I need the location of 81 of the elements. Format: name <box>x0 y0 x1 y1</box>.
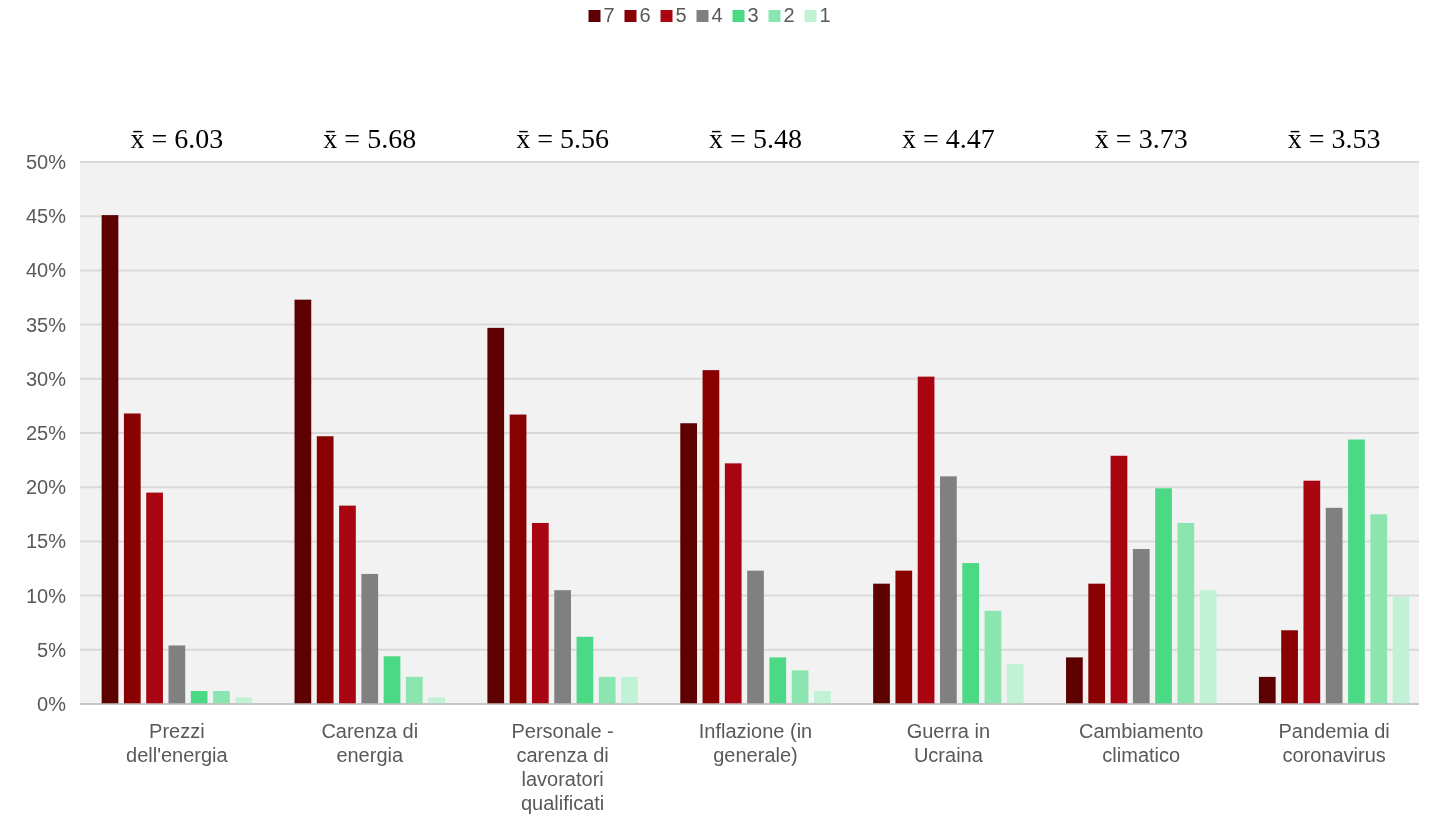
text: x̄ = 4.47 <box>901 123 995 154</box>
bar <box>1006 663 1024 704</box>
y-tick-label: 15% <box>25 530 67 553</box>
text: x̄ = 5.56 <box>516 123 610 154</box>
bar <box>962 563 980 704</box>
bar <box>873 583 890 704</box>
bar <box>213 690 230 704</box>
legend-label: 4 <box>711 4 723 26</box>
bar <box>1258 676 1276 704</box>
y-tick-label: 35% <box>25 313 67 336</box>
bar <box>1199 590 1217 704</box>
x-tick-label: Inflazione (in generale) <box>698 720 813 766</box>
text: x̄ = 3.53 <box>1287 123 1381 154</box>
y-tick-label: 50% <box>25 151 67 173</box>
bar <box>1155 488 1172 704</box>
bar <box>531 522 549 704</box>
bar <box>1066 657 1083 704</box>
x-tick-label: Prezzi dell'energia <box>126 720 229 766</box>
legend-label: 1 <box>819 4 831 26</box>
bar <box>428 697 445 704</box>
bar <box>235 697 253 704</box>
legend-label: 5 <box>675 4 687 26</box>
bar <box>680 423 697 704</box>
bar <box>598 676 616 704</box>
text: x̄ = 5.68 <box>323 123 417 154</box>
bar <box>917 376 935 704</box>
bar <box>724 463 742 704</box>
bar <box>1110 455 1128 704</box>
bar <box>123 413 141 704</box>
y-tick-label: 0% <box>37 693 67 715</box>
bar <box>316 436 334 704</box>
y-tick-label: 20% <box>25 476 67 499</box>
bar <box>1281 630 1298 704</box>
bar <box>101 215 119 704</box>
bar <box>1370 514 1388 704</box>
bar <box>576 636 594 704</box>
bar <box>146 492 163 704</box>
bar <box>1303 480 1321 704</box>
y-tick-label: 10% <box>25 584 67 607</box>
bar <box>1392 596 1410 704</box>
bar <box>168 645 186 704</box>
legend-label: 3 <box>747 4 759 26</box>
text: x̄ = 3.73 <box>1094 123 1188 154</box>
bar <box>747 570 764 704</box>
bar <box>1132 548 1150 704</box>
x-tick-label: Personale - carenza di lavoratori qualificati <box>511 720 614 814</box>
bar <box>621 676 638 704</box>
bar <box>1177 522 1195 704</box>
x-tick-label: Cambiamento climatico <box>1079 720 1204 766</box>
bar <box>791 670 809 704</box>
bar <box>339 505 356 704</box>
bar <box>1348 439 1365 704</box>
bar <box>294 299 312 704</box>
legend-label: 6 <box>639 4 651 26</box>
bar <box>361 573 379 704</box>
y-tick-label: 30% <box>25 367 67 390</box>
y-tick-label: 45% <box>25 205 67 228</box>
bar <box>554 590 571 704</box>
bar <box>487 327 505 704</box>
x-tick-label: Guerra in Ucraina <box>906 720 991 766</box>
legend-label: 7 <box>603 4 615 26</box>
text: x̄ = 6.03 <box>130 123 224 154</box>
x-tick-label: Carenza di energia <box>321 720 419 766</box>
bar <box>895 570 913 704</box>
y-tick-label: 25% <box>25 422 67 444</box>
y-tick-label: 5% <box>37 638 67 661</box>
bar <box>1325 507 1343 704</box>
bar <box>509 414 527 704</box>
bar <box>984 610 1002 704</box>
bar <box>190 690 208 704</box>
text: x̄ = 5.48 <box>709 123 802 154</box>
y-tick-label: 40% <box>25 259 67 282</box>
legend-label: 2 <box>783 4 795 26</box>
x-tick-label: Pandemia di coronavirus <box>1278 720 1390 766</box>
bar <box>405 676 423 704</box>
bar <box>769 657 787 704</box>
bar <box>940 476 957 704</box>
bar <box>702 370 720 704</box>
bar <box>383 656 401 704</box>
bar <box>814 690 831 704</box>
bar <box>1088 583 1106 704</box>
